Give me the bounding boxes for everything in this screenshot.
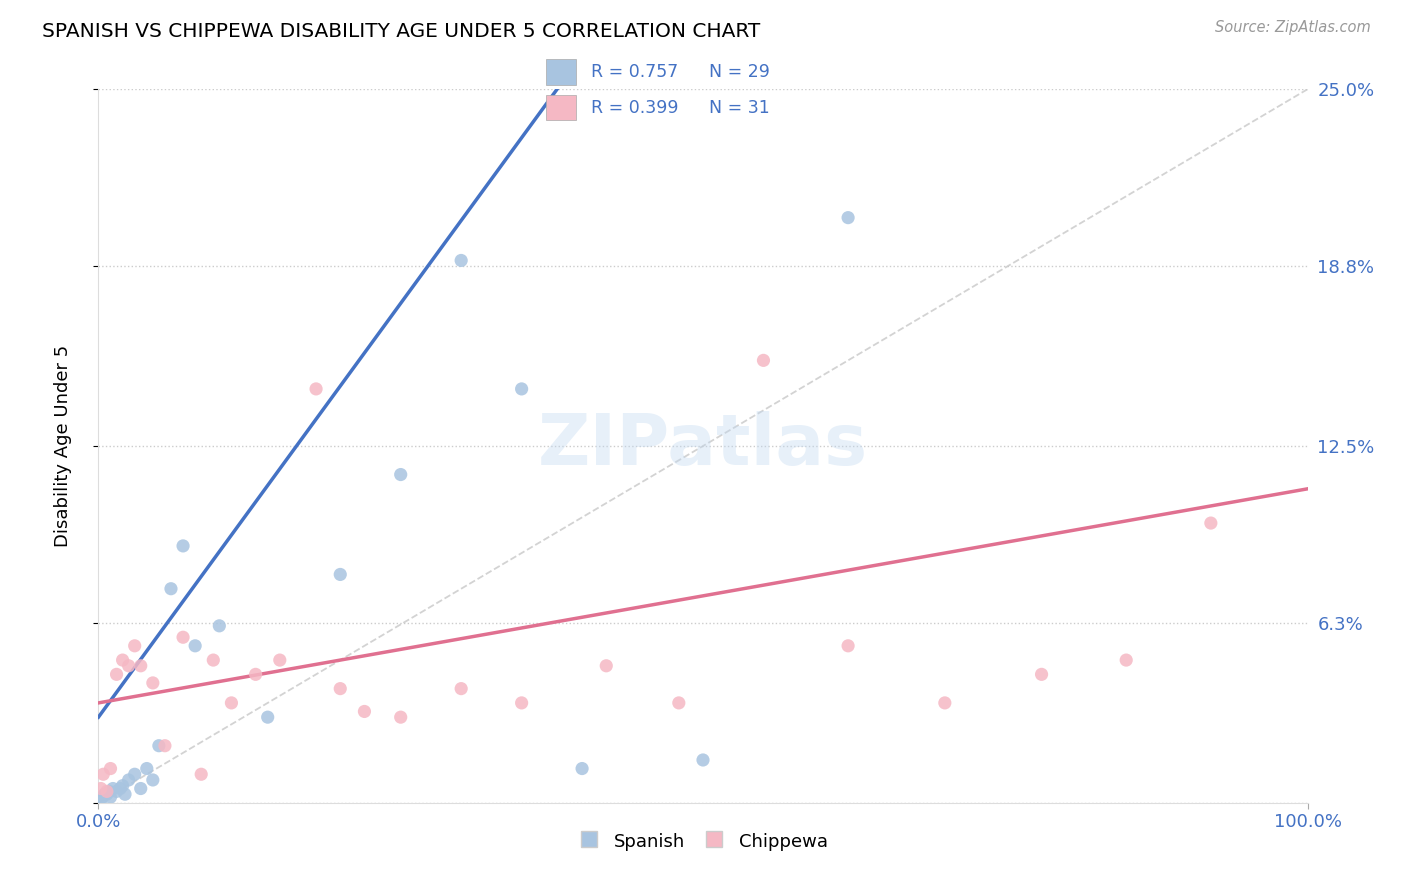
Point (329, 567, 352, 582)
Point (153, 739, 176, 753)
Point (135, 762, 157, 776)
Point (129, 781, 152, 796)
Point (329, 681, 352, 696)
Point (837, 211, 859, 225)
Point (208, 619, 231, 633)
Point (93, 787, 115, 801)
Point (96, 784, 118, 798)
Point (142, 676, 165, 690)
Point (118, 658, 141, 673)
Point (510, 382, 533, 396)
Text: Source: ZipAtlas.com: Source: ZipAtlas.com (1215, 20, 1371, 35)
Point (105, 784, 128, 798)
Point (114, 787, 136, 801)
Point (100, 762, 122, 776)
Point (595, 658, 617, 673)
Text: ZIPatlas: ZIPatlas (538, 411, 868, 481)
Point (668, 696, 690, 710)
Point (160, 582, 183, 596)
Point (118, 772, 141, 787)
Point (108, 781, 131, 796)
Point (450, 681, 472, 696)
Point (129, 658, 152, 673)
Y-axis label: Disability Age Under 5: Disability Age Under 5 (53, 345, 72, 547)
Point (221, 696, 243, 710)
Point (202, 653, 225, 667)
Point (389, 710, 412, 724)
Point (124, 639, 146, 653)
Point (172, 630, 194, 644)
Point (111, 653, 134, 667)
Point (172, 539, 194, 553)
Point (353, 705, 375, 719)
Point (91, 767, 114, 781)
Point (190, 767, 212, 781)
Point (101, 781, 124, 796)
Point (90, 781, 112, 796)
Point (148, 739, 170, 753)
Point (1115, 653, 1137, 667)
Point (510, 696, 533, 710)
Point (269, 653, 291, 667)
Point (837, 639, 859, 653)
Text: SPANISH VS CHIPPEWA DISABILITY AGE UNDER 5 CORRELATION CHART: SPANISH VS CHIPPEWA DISABILITY AGE UNDER… (42, 22, 761, 41)
Point (692, 753, 714, 767)
Point (450, 253, 472, 268)
Point (100, 790, 122, 805)
FancyBboxPatch shape (546, 95, 576, 120)
Text: R = 0.757: R = 0.757 (591, 63, 678, 81)
Point (96, 787, 118, 801)
Text: R = 0.399: R = 0.399 (591, 99, 678, 117)
Point (752, 353, 775, 368)
Point (305, 382, 328, 396)
FancyBboxPatch shape (546, 60, 576, 85)
Point (90, 793, 112, 807)
Point (256, 710, 278, 724)
Point (142, 772, 165, 787)
Point (934, 696, 956, 710)
Point (91, 790, 114, 805)
Point (105, 667, 128, 681)
Point (245, 667, 267, 681)
Point (1031, 667, 1053, 681)
Point (389, 467, 412, 482)
Point (98, 784, 121, 798)
Point (1199, 516, 1222, 530)
Point (111, 779, 134, 793)
Point (571, 762, 593, 776)
Text: N = 31: N = 31 (709, 99, 769, 117)
Point (184, 639, 207, 653)
Text: N = 29: N = 29 (709, 63, 769, 81)
Legend: Spanish, Chippewa: Spanish, Chippewa (571, 824, 835, 858)
Point (124, 767, 146, 781)
